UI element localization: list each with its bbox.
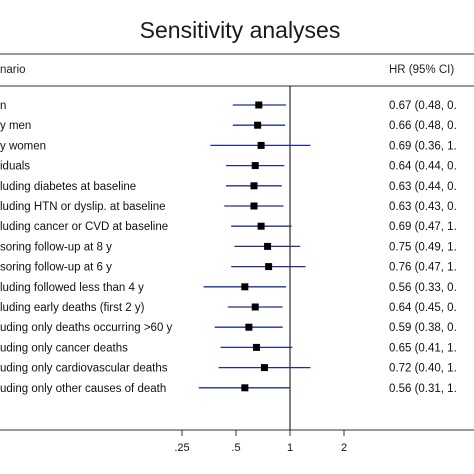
hr-marker — [260, 364, 268, 372]
hr-marker — [257, 222, 265, 230]
row-label: luding followed less than 4 y — [0, 282, 144, 294]
row-label: soring follow-up at 8 y — [0, 241, 112, 253]
hr-marker — [241, 384, 249, 392]
hr-marker — [255, 101, 263, 109]
x-axis-ticks: .25 .5 1 2 — [174, 430, 347, 454]
hr-marker — [245, 323, 253, 331]
hr-value: 0.66 (0.48, 0. — [389, 120, 457, 132]
row-label: uding only deaths occurring >60 y — [0, 322, 173, 334]
hr-marker — [250, 202, 258, 210]
x-tick-label: 2 — [341, 442, 347, 454]
forest-row: uding only deaths occurring >60 y 0.59 (0… — [0, 322, 457, 334]
hr-value: 0.64 (0.44, 0. — [389, 161, 457, 173]
forest-row: uding only cancer deaths 0.65 (0.41, 1. — [0, 342, 457, 354]
hr-column-header: HR (95% CI) — [389, 64, 454, 76]
chart-title: Sensitivity analyses — [140, 17, 341, 43]
hr-value: 0.56 (0.31, 1. — [389, 383, 457, 395]
forest-row: luding followed less than 4 y 0.56 (0.33,… — [0, 282, 457, 294]
label-column-header: nario — [0, 64, 26, 76]
row-label: luding early deaths (first 2 y) — [0, 302, 145, 314]
hr-value: 0.56 (0.33, 0. — [389, 282, 457, 294]
hr-value: 0.72 (0.40, 1. — [389, 363, 457, 375]
row-label: uding only other causes of death — [0, 383, 166, 395]
hr-value: 0.65 (0.41, 1. — [389, 342, 457, 354]
x-tick-label: .25 — [174, 442, 189, 454]
forest-row: luding cancer or CVD at baseline 0.69 (0.… — [0, 221, 457, 233]
hr-value: 0.63 (0.44, 0. — [389, 181, 457, 193]
x-tick-label: .5 — [231, 442, 240, 454]
hr-value: 0.63 (0.43, 0. — [389, 201, 457, 213]
row-label: n — [0, 100, 6, 112]
hr-marker — [250, 182, 258, 190]
row-label: iduals — [0, 161, 30, 173]
hr-value: 0.69 (0.36, 1. — [389, 140, 457, 152]
row-label: uding only cardiovascular deaths — [0, 363, 168, 375]
forest-row: iduals 0.64 (0.44, 0. — [0, 161, 457, 173]
hr-value: 0.69 (0.47, 1. — [389, 221, 457, 233]
forest-row: n 0.67 (0.48, 0. — [0, 100, 457, 112]
hr-value: 0.59 (0.38, 0. — [389, 322, 457, 334]
hr-marker — [251, 303, 259, 311]
forest-row: soring follow-up at 6 y 0.76 (0.47, 1. — [0, 262, 457, 274]
row-label: luding diabetes at baseline — [0, 181, 136, 193]
hr-marker — [251, 162, 259, 170]
row-label: luding cancer or CVD at baseline — [0, 221, 168, 233]
forest-row: luding diabetes at baseline 0.63 (0.44, 0… — [0, 181, 457, 193]
hr-marker — [265, 263, 273, 271]
forest-row: y women 0.69 (0.36, 1. — [0, 140, 457, 152]
row-label: y women — [0, 140, 46, 152]
x-tick-label: 1 — [287, 442, 293, 454]
hr-marker — [254, 121, 262, 129]
hr-value: 0.67 (0.48, 0. — [389, 100, 457, 112]
hr-marker — [257, 141, 265, 149]
forest-row: luding early deaths (first 2 y) 0.64 (0.4… — [0, 302, 457, 314]
hr-marker — [264, 242, 272, 250]
forest-row: luding HTN or dyslip. at baseline 0.63 (0… — [0, 201, 457, 213]
forest-row: y men 0.66 (0.48, 0. — [0, 120, 457, 132]
hr-marker — [241, 283, 249, 291]
forest-row: uding only cardiovascular deaths 0.72 (0.… — [0, 363, 457, 375]
hr-value: 0.75 (0.49, 1. — [389, 241, 457, 253]
row-label: soring follow-up at 6 y — [0, 262, 112, 274]
forest-rows: n 0.67 (0.48, 0. y men 0.66 (0.48, 0. y wome… — [0, 100, 457, 395]
hr-marker — [252, 343, 260, 351]
row-label: uding only cancer deaths — [0, 342, 128, 354]
row-label: luding HTN or dyslip. at baseline — [0, 201, 166, 213]
hr-value: 0.76 (0.47, 1. — [389, 262, 457, 274]
forest-row: soring follow-up at 8 y 0.75 (0.49, 1. — [0, 241, 457, 253]
row-label: y men — [0, 120, 31, 132]
forest-row: uding only other causes of death 0.56 (0.… — [0, 383, 457, 395]
hr-value: 0.64 (0.45, 0. — [389, 302, 457, 314]
